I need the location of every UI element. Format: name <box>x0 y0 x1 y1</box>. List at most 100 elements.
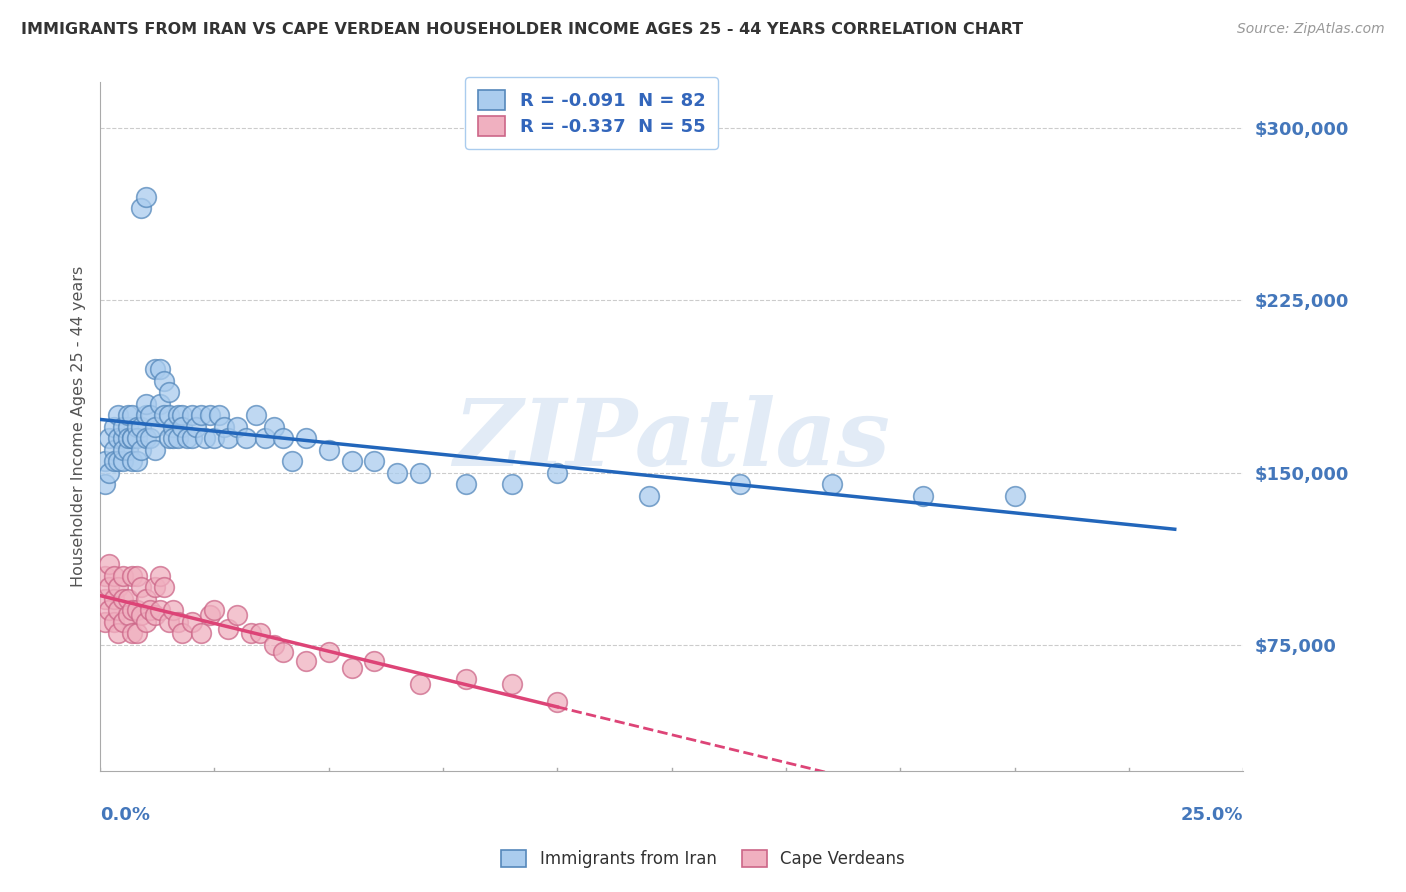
Point <box>318 645 340 659</box>
Point <box>125 603 148 617</box>
Point <box>111 431 134 445</box>
Point <box>167 615 190 629</box>
Point <box>121 408 143 422</box>
Point <box>117 431 139 445</box>
Point <box>129 442 152 457</box>
Point <box>107 626 129 640</box>
Point <box>121 431 143 445</box>
Point <box>121 626 143 640</box>
Point <box>98 603 121 617</box>
Point <box>281 454 304 468</box>
Point <box>135 591 157 606</box>
Point <box>176 431 198 445</box>
Point <box>821 477 844 491</box>
Point <box>271 645 294 659</box>
Point <box>263 419 285 434</box>
Point <box>107 431 129 445</box>
Point <box>363 454 385 468</box>
Point <box>107 454 129 468</box>
Point <box>103 454 125 468</box>
Text: IMMIGRANTS FROM IRAN VS CAPE VERDEAN HOUSEHOLDER INCOME AGES 25 - 44 YEARS CORRE: IMMIGRANTS FROM IRAN VS CAPE VERDEAN HOU… <box>21 22 1024 37</box>
Point <box>172 419 194 434</box>
Point <box>125 569 148 583</box>
Point <box>135 397 157 411</box>
Point <box>198 607 221 622</box>
Point <box>409 677 432 691</box>
Point <box>93 477 115 491</box>
Point <box>98 431 121 445</box>
Point <box>139 603 162 617</box>
Point <box>190 626 212 640</box>
Point <box>121 454 143 468</box>
Point <box>129 607 152 622</box>
Point <box>194 431 217 445</box>
Point <box>117 419 139 434</box>
Point <box>167 408 190 422</box>
Point <box>98 466 121 480</box>
Point <box>129 202 152 216</box>
Point <box>135 431 157 445</box>
Point <box>93 569 115 583</box>
Legend: Immigrants from Iran, Cape Verdeans: Immigrants from Iran, Cape Verdeans <box>495 843 911 875</box>
Point <box>143 581 166 595</box>
Point <box>295 431 318 445</box>
Point <box>208 408 231 422</box>
Point <box>111 419 134 434</box>
Point <box>117 442 139 457</box>
Point <box>235 431 257 445</box>
Point <box>107 581 129 595</box>
Point <box>245 408 267 422</box>
Point <box>103 419 125 434</box>
Point <box>117 408 139 422</box>
Point <box>226 419 249 434</box>
Point <box>454 477 477 491</box>
Point <box>125 626 148 640</box>
Point <box>501 677 523 691</box>
Point <box>111 591 134 606</box>
Point <box>271 431 294 445</box>
Point <box>121 603 143 617</box>
Point <box>167 431 190 445</box>
Point <box>135 408 157 422</box>
Point <box>454 673 477 687</box>
Point <box>217 431 239 445</box>
Point <box>226 607 249 622</box>
Point <box>135 190 157 204</box>
Point <box>730 477 752 491</box>
Point <box>153 374 176 388</box>
Point <box>157 615 180 629</box>
Point <box>162 419 184 434</box>
Point <box>217 622 239 636</box>
Point <box>240 626 263 640</box>
Point <box>93 615 115 629</box>
Point <box>180 615 202 629</box>
Point <box>143 419 166 434</box>
Point <box>546 695 568 709</box>
Point <box>318 442 340 457</box>
Point <box>340 454 363 468</box>
Point <box>111 442 134 457</box>
Point <box>190 408 212 422</box>
Point <box>107 408 129 422</box>
Point <box>111 615 134 629</box>
Point <box>253 431 276 445</box>
Point <box>139 408 162 422</box>
Point <box>153 581 176 595</box>
Point <box>103 442 125 457</box>
Point <box>103 569 125 583</box>
Point <box>153 408 176 422</box>
Text: Source: ZipAtlas.com: Source: ZipAtlas.com <box>1237 22 1385 37</box>
Point <box>172 626 194 640</box>
Point <box>148 603 170 617</box>
Point <box>363 654 385 668</box>
Point <box>121 569 143 583</box>
Point <box>295 654 318 668</box>
Point <box>111 454 134 468</box>
Point <box>117 591 139 606</box>
Point <box>157 408 180 422</box>
Point <box>111 569 134 583</box>
Point <box>501 477 523 491</box>
Point <box>387 466 409 480</box>
Point <box>157 385 180 400</box>
Point <box>546 466 568 480</box>
